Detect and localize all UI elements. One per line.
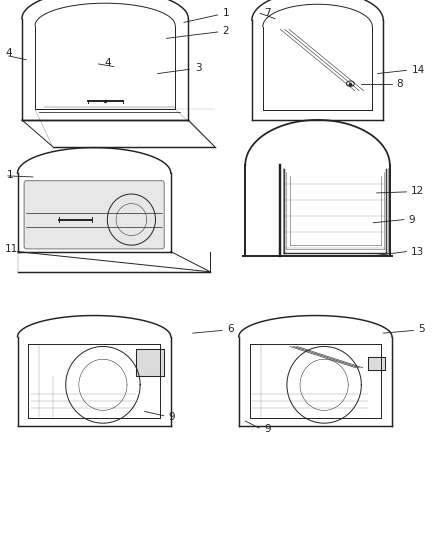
Text: 5: 5	[418, 325, 425, 334]
Polygon shape	[136, 349, 164, 376]
Text: 6: 6	[227, 325, 233, 334]
Text: 13: 13	[411, 247, 424, 256]
Text: 14: 14	[412, 66, 425, 75]
Text: 9: 9	[409, 215, 415, 224]
FancyBboxPatch shape	[24, 181, 164, 249]
Text: 11: 11	[5, 245, 18, 254]
Text: 8: 8	[396, 79, 403, 89]
Polygon shape	[368, 357, 385, 370]
Text: 12: 12	[411, 186, 424, 196]
Text: 3: 3	[195, 63, 201, 72]
Text: 1: 1	[7, 170, 13, 180]
Text: 1: 1	[223, 8, 229, 18]
Text: 9: 9	[264, 424, 271, 434]
Text: 4: 4	[5, 49, 12, 58]
Text: 4: 4	[104, 58, 111, 68]
Text: 7: 7	[265, 8, 271, 18]
Text: 9: 9	[169, 412, 175, 422]
Text: 2: 2	[223, 26, 229, 36]
